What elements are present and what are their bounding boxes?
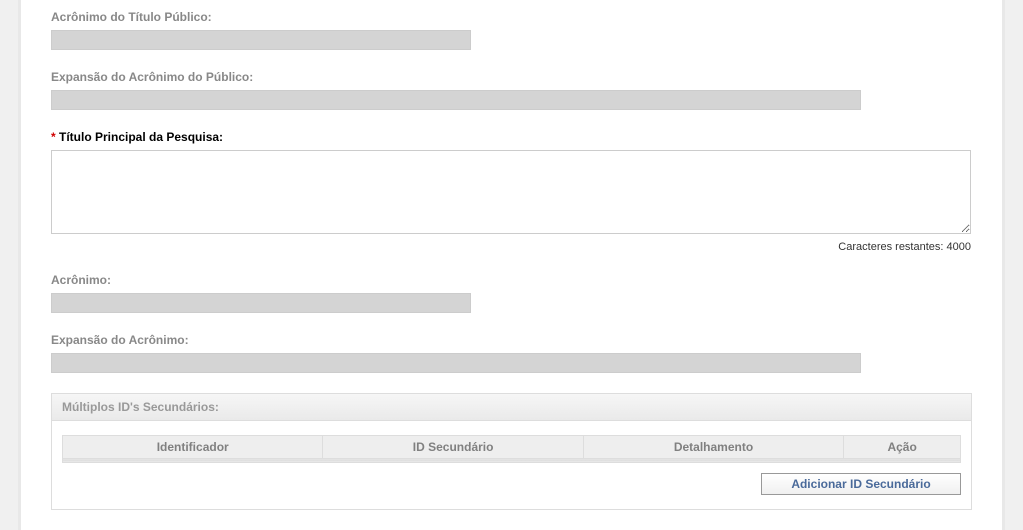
ids-table: Identificador ID Secundário Detalhamento… <box>62 435 961 463</box>
label-acronimo: Acrônimo: <box>51 273 972 287</box>
field-acronimo: Acrônimo: <box>51 273 972 313</box>
table-empty-row <box>63 459 961 463</box>
label-expansao-acronimo: Expansão do Acrônimo: <box>51 333 972 347</box>
th-acao: Ação <box>844 436 961 459</box>
section-multiplos-ids: Múltiplos ID's Secundários: Identificado… <box>51 393 972 510</box>
label-titulo-principal-text: Título Principal da Pesquisa: <box>59 130 223 144</box>
th-identificador: Identificador <box>63 436 323 459</box>
input-expansao-acronimo-publico[interactable] <box>51 90 861 110</box>
field-expansao-acronimo: Expansão do Acrônimo: <box>51 333 972 373</box>
field-acronimo-titulo-publico: Acrônimo do Título Público: <box>51 10 972 50</box>
input-expansao-acronimo[interactable] <box>51 353 861 373</box>
textarea-titulo-principal[interactable] <box>51 150 971 234</box>
input-acronimo[interactable] <box>51 293 471 313</box>
section-header: Múltiplos ID's Secundários: <box>52 394 971 421</box>
label-titulo-principal: * Título Principal da Pesquisa: <box>51 130 972 144</box>
th-detalhamento: Detalhamento <box>583 436 843 459</box>
add-id-secundario-button[interactable]: Adicionar ID Secundário <box>761 473 961 495</box>
table-wrap: Identificador ID Secundário Detalhamento… <box>52 421 971 469</box>
input-acronimo-titulo-publico[interactable] <box>51 30 471 50</box>
field-titulo-principal: * Título Principal da Pesquisa: Caracter… <box>51 130 972 253</box>
field-expansao-acronimo-publico: Expansão do Acrônimo do Público: <box>51 70 972 110</box>
button-row: Adicionar ID Secundário <box>52 469 971 495</box>
char-counter-prefix: Caracteres restantes: <box>838 241 946 253</box>
required-asterisk-icon: * <box>51 130 56 144</box>
form-container: Acrônimo do Título Público: Expansão do … <box>21 0 1002 530</box>
char-counter: Caracteres restantes: 4000 <box>51 241 971 253</box>
th-id-secundario: ID Secundário <box>323 436 583 459</box>
table-header-row: Identificador ID Secundário Detalhamento… <box>63 436 961 459</box>
outer-frame: Acrônimo do Título Público: Expansão do … <box>18 0 1005 530</box>
char-counter-count: 4000 <box>947 241 971 253</box>
label-expansao-acronimo-publico: Expansão do Acrônimo do Público: <box>51 70 972 84</box>
label-acronimo-titulo-publico: Acrônimo do Título Público: <box>51 10 972 24</box>
